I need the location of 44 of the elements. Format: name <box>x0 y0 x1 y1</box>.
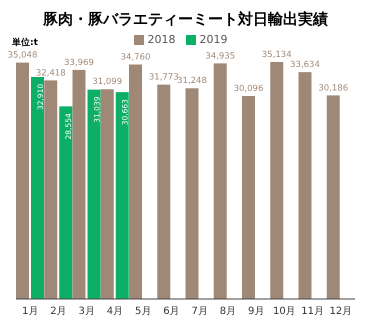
legend-label: 2018 <box>148 33 176 46</box>
bar <box>326 95 340 299</box>
x-tick-label: 6月 <box>163 306 180 318</box>
x-tick-label: 8月 <box>220 306 236 318</box>
data-label: 31,248 <box>177 76 207 86</box>
data-label: 34,760 <box>120 52 150 63</box>
x-tick-label: 1月 <box>22 306 38 318</box>
bar <box>242 96 255 299</box>
bar <box>59 106 72 299</box>
bar <box>116 92 129 299</box>
x-tick-label: 12月 <box>330 306 352 318</box>
data-label: 30,186 <box>318 83 348 94</box>
bar <box>157 84 170 299</box>
bar <box>129 64 142 299</box>
data-label: 33,634 <box>290 60 320 70</box>
x-tick-label: 7月 <box>191 306 208 318</box>
text: 単位:t <box>12 36 38 49</box>
data-label: 31,773 <box>148 72 179 83</box>
bar <box>270 62 284 299</box>
x-tick-label: 11月 <box>301 306 324 318</box>
data-label: 35,134 <box>262 50 292 60</box>
bar <box>214 63 227 299</box>
bar <box>16 62 29 299</box>
data-label: 32,418 <box>36 68 66 78</box>
data-label: 31,099 <box>92 77 122 88</box>
bar <box>186 88 198 299</box>
x-tick-label: 10月 <box>273 306 296 318</box>
data-label: 35,048 <box>8 50 38 61</box>
bar <box>31 77 44 299</box>
bar <box>72 70 86 299</box>
x-tick-label: 2月 <box>50 306 67 318</box>
data-label: 34,935 <box>205 51 236 62</box>
x-tick-label: 3月 <box>78 306 95 318</box>
x-tick-label: 4月 <box>106 306 124 318</box>
legend-label: 2019 <box>200 33 228 46</box>
x-tick-label: 5月 <box>134 306 152 318</box>
data-label: 30,096 <box>234 84 264 94</box>
chart-title: 豚肉・豚バラエティーミート対日輸出実績 <box>42 9 329 29</box>
bar <box>88 90 100 299</box>
bar <box>44 80 58 299</box>
data-label: 33,969 <box>64 58 94 68</box>
bar <box>298 72 312 299</box>
bar <box>100 89 114 299</box>
x-tick-label: 9月 <box>248 306 264 318</box>
